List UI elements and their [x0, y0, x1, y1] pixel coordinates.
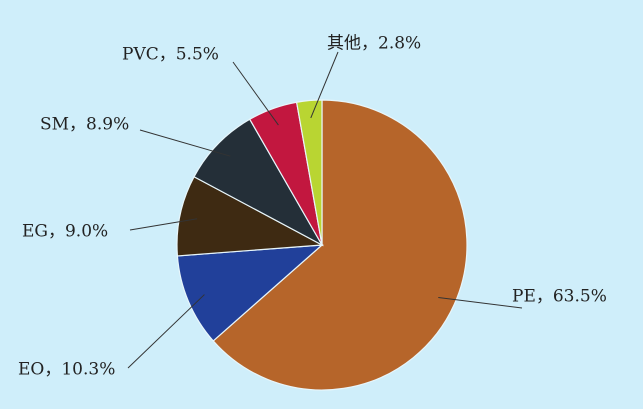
data-label: 其他，2.8% — [327, 34, 421, 54]
pie-slice — [176, 175, 325, 257]
data-label: EG，9.0% — [22, 222, 108, 242]
data-label: EO，10.3% — [18, 360, 115, 380]
leader-line — [232, 61, 279, 126]
data-label: PE，63.5% — [512, 287, 607, 307]
leader-line — [310, 51, 339, 119]
pie-slice — [176, 244, 324, 342]
pie-slice — [295, 99, 323, 246]
pie-slice — [193, 118, 324, 247]
leader-line — [139, 129, 231, 157]
pie-slice — [212, 99, 468, 391]
leader-line — [129, 218, 198, 231]
data-label: PVC，5.5% — [122, 45, 219, 65]
data-label: SM，8.9% — [40, 115, 129, 135]
leader-line — [438, 297, 523, 309]
leader-line — [127, 294, 205, 369]
